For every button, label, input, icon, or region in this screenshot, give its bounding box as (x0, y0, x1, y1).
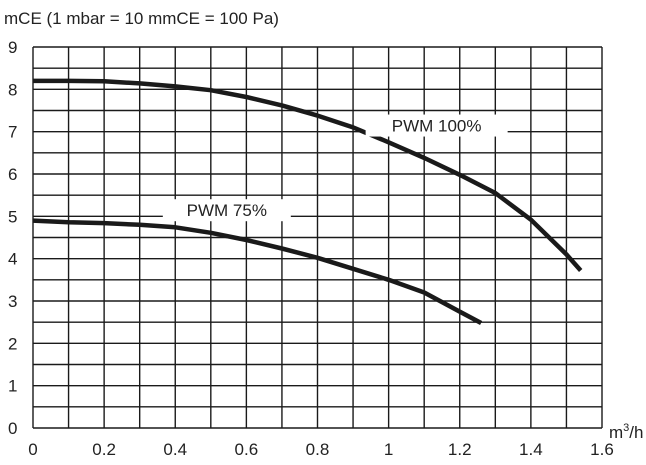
series-label-background (365, 114, 508, 137)
x-tick-label: 0.8 (306, 440, 330, 459)
series-label-background (162, 199, 291, 222)
x-tick-label: 1.4 (519, 440, 543, 459)
y-tick-label: 9 (8, 38, 17, 57)
y-tick-label: 0 (8, 419, 17, 438)
series-line-1 (33, 78, 583, 272)
curves (32, 78, 583, 325)
x-tick-label: 1 (384, 440, 393, 459)
series-label: PWM 75% (187, 201, 267, 220)
y-tick-label: 8 (8, 80, 17, 99)
series-labels: PWM 100% PWM 75% (162, 114, 508, 222)
series-line-2 (32, 218, 483, 325)
x-tick-label: 1.6 (590, 440, 614, 459)
y-tick-label: 4 (8, 250, 17, 269)
y-tick-label: 2 (8, 334, 17, 353)
x-axis-unit-label: m3/h (609, 422, 643, 442)
y-tick-label: 3 (8, 292, 17, 311)
x-tick-label: 0 (28, 440, 37, 459)
x-tick-labels: 0 0.2 0.4 0.6 0.8 1 1.2 1.4 1.6 (28, 440, 614, 459)
y-tick-label: 5 (8, 207, 17, 226)
y-tick-labels: 0 1 2 3 4 5 6 7 8 9 (8, 38, 17, 438)
x-tick-label: 1.2 (448, 440, 472, 459)
y-axis-label: mCE (1 mbar = 10 mmCE = 100 Pa) (4, 9, 279, 28)
y-tick-label: 6 (8, 165, 17, 184)
x-tick-label: 0.2 (92, 440, 116, 459)
x-tick-label: 0.6 (235, 440, 259, 459)
y-tick-label: 7 (8, 123, 17, 142)
series-label: PWM 100% (392, 117, 482, 136)
grid (32, 46, 603, 429)
y-tick-label: 1 (8, 377, 17, 396)
x-tick-label: 0.4 (163, 440, 187, 459)
